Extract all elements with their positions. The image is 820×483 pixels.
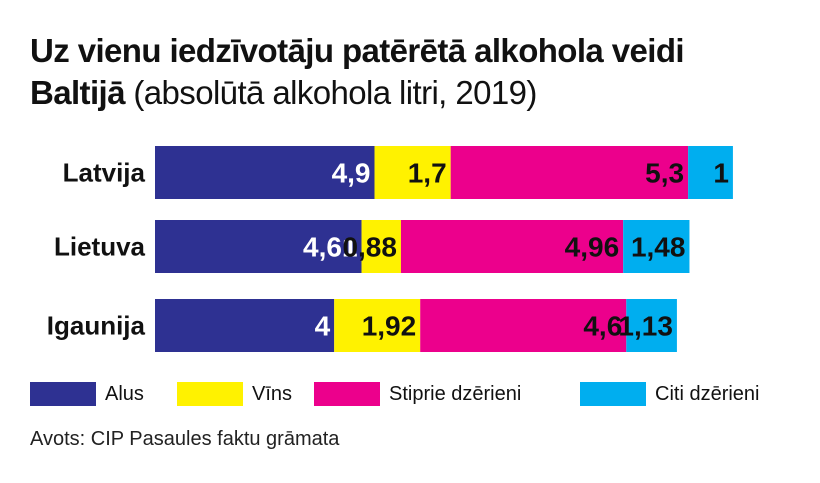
legend-swatch <box>30 382 96 406</box>
data-label: 1 <box>713 158 729 189</box>
legend-swatch <box>580 382 646 406</box>
data-label: 5,3 <box>645 158 684 189</box>
data-label: 0,88 <box>342 232 397 263</box>
data-label: 1,7 <box>408 158 447 189</box>
bar-segment <box>155 146 375 199</box>
source-note: Avots: CIP Pasaules faktu grāmata <box>30 428 340 450</box>
legend-swatch <box>177 382 243 406</box>
legend-label: Vīns <box>252 383 293 405</box>
category-label: Lietuva <box>54 232 146 262</box>
bar-segment <box>361 220 401 273</box>
data-label: 4,9 <box>332 158 371 189</box>
chart-title: Uz vienu iedzīvotāju patērētā alkohola v… <box>30 30 810 114</box>
bar-segment <box>420 299 627 352</box>
data-label: 4,6 <box>583 311 622 342</box>
data-label: 1,13 <box>618 311 673 342</box>
legend-label: Alus <box>105 383 144 405</box>
bar-segment <box>623 220 690 273</box>
data-label: 1,48 <box>631 232 686 263</box>
chart-title-line1: Uz vienu iedzīvotāju patērētā alkohola v… <box>30 32 685 69</box>
bar-segment <box>334 299 421 352</box>
data-label: 4,96 <box>565 232 620 263</box>
data-label: 1,92 <box>362 311 417 342</box>
chart-title-line2-light: (absolūtā alkohola litri, 2019) <box>124 74 537 111</box>
bar-segment <box>400 220 624 273</box>
bar-segment <box>155 299 335 352</box>
data-label: 4 <box>315 311 331 342</box>
category-label: Latvija <box>63 158 146 188</box>
bar-segment <box>688 146 733 199</box>
bar-segment <box>626 299 677 352</box>
data-label: 4,61 <box>303 232 358 263</box>
stacked-bar-chart: Latvija 4,9 1,7 5,3 1 Lietuva 4,610,88 4,96 1,48… <box>47 146 733 352</box>
legend-label: Citi dzērieni <box>655 383 760 405</box>
chart-title-line2-bold: Baltijā <box>30 74 125 111</box>
category-label: Igaunija <box>47 311 146 341</box>
legend-label: Stiprie dzērieni <box>389 383 522 405</box>
bar-segment <box>155 220 362 273</box>
bar-segment <box>450 146 689 199</box>
legend-swatch <box>314 382 380 406</box>
bar-segment <box>374 146 451 199</box>
